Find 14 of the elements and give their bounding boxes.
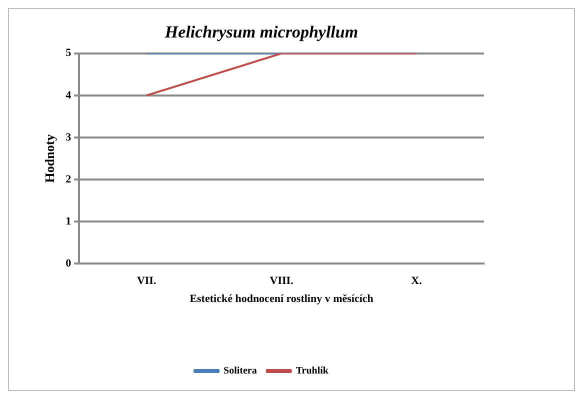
legend-label: Solitera <box>224 366 257 377</box>
y-axis-title: Hodnoty <box>42 134 58 183</box>
x-tick-label: VII. <box>136 275 156 288</box>
x-axis-title: Estetické hodnocení rostliny v měsících <box>190 293 374 306</box>
y-tick-label: 0 <box>66 257 72 270</box>
x-tick-label: VIII. <box>270 275 294 288</box>
y-tick-label: 2 <box>66 173 72 186</box>
y-tick-label: 3 <box>66 131 72 144</box>
legend-label: Truhlík <box>296 366 329 377</box>
y-tick-label: 1 <box>66 215 72 228</box>
x-tick-label: X. <box>411 275 422 288</box>
chart-title: Helichrysum microphyllum <box>164 22 358 42</box>
y-tick-label: 5 <box>66 47 72 60</box>
y-tick-label: 4 <box>66 89 72 102</box>
